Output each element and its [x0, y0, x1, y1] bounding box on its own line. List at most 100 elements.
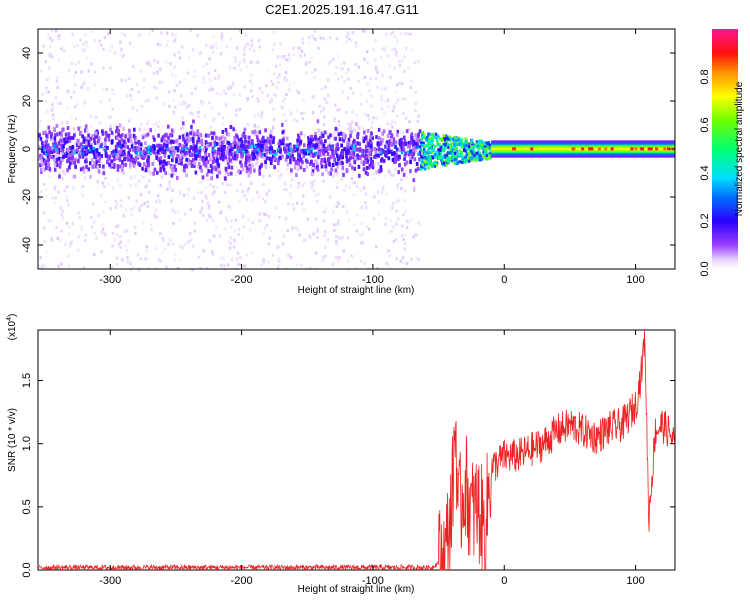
heatmap-cell [438, 143, 441, 147]
heatmap-cell [276, 75, 280, 79]
heatmap-cell [228, 148, 232, 153]
heatmap-cell [125, 94, 129, 98]
heatmap-cell [45, 152, 48, 156]
heatmap-cell [202, 76, 205, 80]
heatmap-cell [429, 144, 433, 148]
heatmap-cell [288, 147, 291, 152]
heatmap-cell [131, 147, 135, 152]
heatmap-cell [191, 244, 195, 248]
heatmap-cell [262, 261, 265, 265]
heatmap-cell [338, 123, 342, 127]
heatmap-cell [265, 223, 269, 227]
heatmap-cell [334, 103, 337, 107]
heatmap-cell [40, 167, 43, 172]
heatmap-cell [212, 156, 216, 161]
heatmap-cell [371, 121, 374, 125]
heatmap-cell [416, 166, 420, 171]
heatmap-cell [78, 145, 81, 150]
heatmap-cell [335, 37, 339, 41]
heatmap-cell [316, 199, 319, 203]
heatmap-cell [88, 148, 92, 152]
heatmap-cell [441, 159, 445, 163]
heatmap-cell [412, 142, 415, 147]
heatmap-cell [38, 156, 41, 161]
heatmap-cell [50, 237, 53, 241]
heatmap-cell [343, 80, 346, 84]
heatmap-cell [345, 110, 348, 114]
heatmap-cell [368, 150, 372, 155]
heatmap-cell [433, 164, 437, 168]
heatmap-cell [254, 145, 257, 149]
heatmap-cell [85, 157, 88, 162]
heatmap-cell [347, 158, 351, 163]
heatmap-cell [144, 185, 147, 189]
heatmap-cell [406, 219, 409, 223]
heatmap-cell [266, 136, 270, 141]
heatmap-cell [188, 149, 191, 154]
heatmap-cell [476, 142, 479, 146]
heatmap-cell [122, 126, 125, 131]
heatmap-cell [363, 75, 366, 79]
heatmap-cell [91, 164, 95, 169]
heatmap-cell [425, 139, 429, 143]
heatmap-cell [448, 151, 451, 155]
heatmap-cell [93, 140, 97, 145]
heatmap-cell [416, 134, 420, 139]
heatmap-cell [74, 157, 77, 162]
heatmap-cell [438, 152, 442, 156]
heatmap-cell [142, 86, 145, 90]
heatmap-cell [155, 155, 159, 160]
heatmap-cell [365, 99, 369, 103]
x-tick-label: -200 [231, 274, 253, 286]
heatmap-cell [158, 81, 162, 85]
heatmap-cell [196, 129, 200, 134]
heatmap-cell [223, 174, 226, 178]
heatmap-cell [226, 140, 229, 145]
heatmap-cell [69, 153, 72, 158]
heatmap-cell [353, 223, 356, 227]
heatmap-cell [319, 36, 322, 40]
heatmap-cell [123, 33, 127, 37]
heatmap-cell [219, 92, 222, 96]
heatmap-cell [276, 55, 280, 59]
heatmap-cell [249, 79, 252, 83]
heatmap-cell [97, 159, 101, 164]
heatmap-cell [104, 153, 108, 158]
heatmap-cell [317, 46, 320, 50]
heatmap-cell [211, 219, 215, 223]
heatmap-cell [363, 262, 366, 266]
heatmap-cell [344, 184, 348, 188]
heatmap-cell [67, 69, 71, 73]
heatmap-cell [387, 254, 391, 258]
heatmap-cell [379, 165, 383, 170]
heatmap-cell [154, 129, 157, 133]
heatmap-cell [265, 192, 268, 196]
heatmap-cell [219, 144, 223, 149]
heatmap-cell [83, 47, 87, 51]
heatmap-cell [124, 141, 128, 146]
heatmap-cell [205, 43, 208, 47]
heatmap-cell [229, 124, 233, 129]
heatmap-cell [211, 252, 215, 256]
heatmap-cell [231, 146, 234, 151]
heatmap-cell [174, 145, 178, 150]
heatmap-cell [109, 146, 113, 150]
heatmap-cell [323, 234, 326, 238]
heatmap-cell [391, 109, 395, 113]
heatmap-cell [311, 95, 314, 99]
heatmap-cell [265, 148, 269, 153]
heatmap-cell [139, 193, 143, 197]
heatmap-cell [381, 47, 384, 51]
heatmap-cell [243, 46, 247, 50]
heatmap-cell [205, 172, 209, 177]
heatmap-cell [250, 148, 254, 152]
heatmap-cell [212, 234, 216, 238]
heatmap-cell [182, 100, 186, 104]
heatmap-cell [350, 165, 354, 170]
heatmap-cell [358, 142, 361, 147]
heatmap-cell [322, 179, 325, 183]
heatmap-cell [453, 162, 457, 166]
heatmap-cell [201, 178, 204, 182]
heatmap-cell [53, 201, 56, 205]
heatmap-cell [245, 253, 249, 257]
